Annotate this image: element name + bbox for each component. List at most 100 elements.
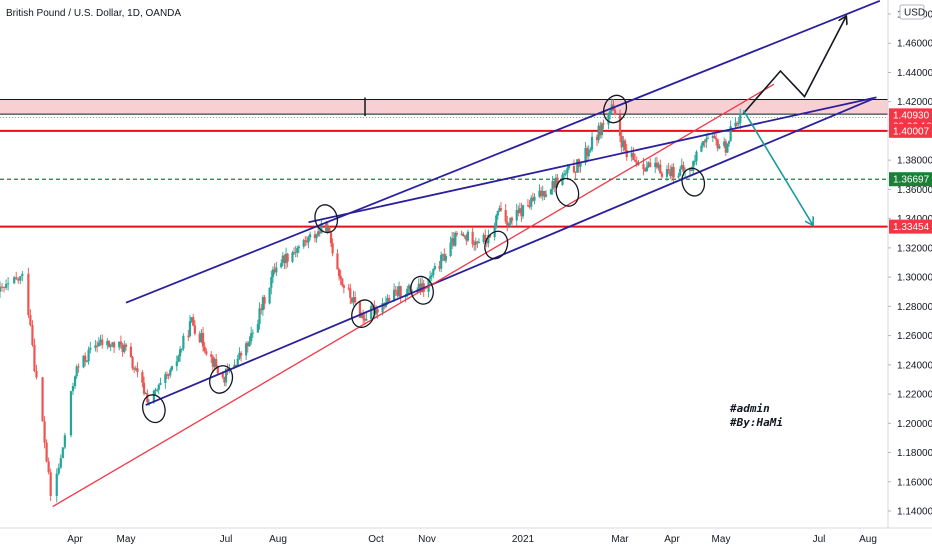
candle-body — [553, 181, 556, 188]
touch-circle — [314, 204, 339, 234]
candle-body — [35, 371, 38, 378]
candle-body — [396, 290, 399, 296]
candle-body — [370, 305, 373, 320]
candle-body — [455, 232, 459, 235]
candle-body — [33, 344, 36, 372]
candle-body — [111, 342, 114, 345]
candle-body — [313, 234, 317, 239]
candle-body — [566, 168, 569, 174]
candle-body — [188, 321, 192, 336]
candle-body — [374, 309, 378, 315]
touch-circle — [603, 94, 628, 124]
candle-body — [665, 169, 669, 177]
candle-body — [388, 298, 391, 301]
candle-body — [109, 344, 112, 347]
candle-body — [309, 234, 312, 238]
candle-body — [526, 205, 530, 207]
candle-body — [394, 289, 397, 291]
candle-body — [263, 297, 266, 304]
touch-circle — [484, 230, 509, 260]
candle-body — [57, 467, 60, 474]
candle-body — [597, 125, 600, 141]
candle-body — [273, 269, 276, 273]
candle-body — [510, 217, 514, 221]
candle-body — [292, 252, 296, 254]
candle-body — [625, 150, 628, 158]
x-tick-label: May — [712, 534, 731, 545]
candle-body — [233, 364, 236, 368]
lower-channel-line — [145, 97, 874, 406]
candle-body — [539, 190, 543, 196]
x-tick-label: Mar — [611, 534, 629, 545]
candle-body — [679, 168, 682, 176]
candle-body — [261, 297, 265, 311]
candle-body — [336, 253, 339, 270]
candle-body — [677, 175, 680, 178]
candle-body — [315, 235, 318, 239]
candle-body — [670, 167, 674, 177]
candle-body — [205, 351, 208, 355]
candle-body — [647, 162, 650, 167]
candle-body — [258, 308, 261, 324]
candle-body — [129, 346, 133, 357]
candle-body — [734, 122, 737, 127]
candle-body — [268, 287, 271, 304]
candle-body — [271, 269, 275, 278]
candle-body — [700, 145, 703, 152]
candle-body — [152, 390, 155, 403]
y-tick-label: 1.14000 — [897, 507, 932, 518]
candle-body — [672, 167, 675, 178]
candle-body — [509, 217, 512, 224]
candle-body — [723, 141, 726, 147]
candle-body — [317, 231, 320, 236]
candle-body — [251, 332, 254, 334]
candle-body — [449, 242, 452, 256]
candle-body — [141, 372, 144, 383]
candle-body — [531, 197, 534, 201]
y-tick-label: 1.44000 — [897, 68, 932, 79]
candle-body — [711, 135, 714, 138]
candle-body — [633, 159, 637, 162]
candle-body — [27, 273, 30, 315]
candle-body — [376, 309, 379, 313]
candle-body — [587, 149, 590, 157]
candle-body — [613, 110, 617, 115]
candle-body — [29, 314, 32, 326]
candle-body — [432, 269, 435, 276]
candle-body — [713, 135, 716, 138]
candle-body — [284, 253, 288, 264]
candle-body — [574, 171, 577, 173]
candle-body — [270, 277, 273, 288]
candle-body — [320, 223, 323, 234]
candle-body — [113, 342, 116, 348]
candle-body — [551, 181, 554, 190]
x-tick-label: 2021 — [512, 534, 535, 545]
candle-body — [96, 345, 99, 347]
candle-body — [182, 335, 185, 349]
candle-body — [144, 393, 147, 395]
candle-body — [250, 333, 253, 342]
currency-badge-label: USD — [904, 8, 925, 19]
y-tick-label: 1.32000 — [897, 243, 932, 254]
candle-body — [386, 298, 389, 303]
candle-body — [87, 349, 90, 362]
candle-body — [0, 286, 4, 288]
candle-body — [136, 368, 139, 373]
y-tick-label: 1.22000 — [897, 390, 932, 401]
candle-body — [703, 141, 706, 143]
candle-body — [47, 461, 50, 473]
candle-body — [517, 210, 520, 214]
candle-body — [201, 333, 205, 347]
candle-body — [154, 389, 157, 391]
candle-body — [281, 255, 284, 264]
candle-body — [118, 341, 121, 348]
touch-circle — [410, 275, 434, 305]
candle-body — [659, 164, 662, 174]
candle-body — [362, 314, 365, 319]
candle-body — [291, 252, 294, 262]
candle-body — [142, 382, 146, 394]
chart-title: British Pound / U.S. Dollar, 1D, OANDA — [6, 8, 181, 19]
level-tag — [889, 219, 932, 234]
